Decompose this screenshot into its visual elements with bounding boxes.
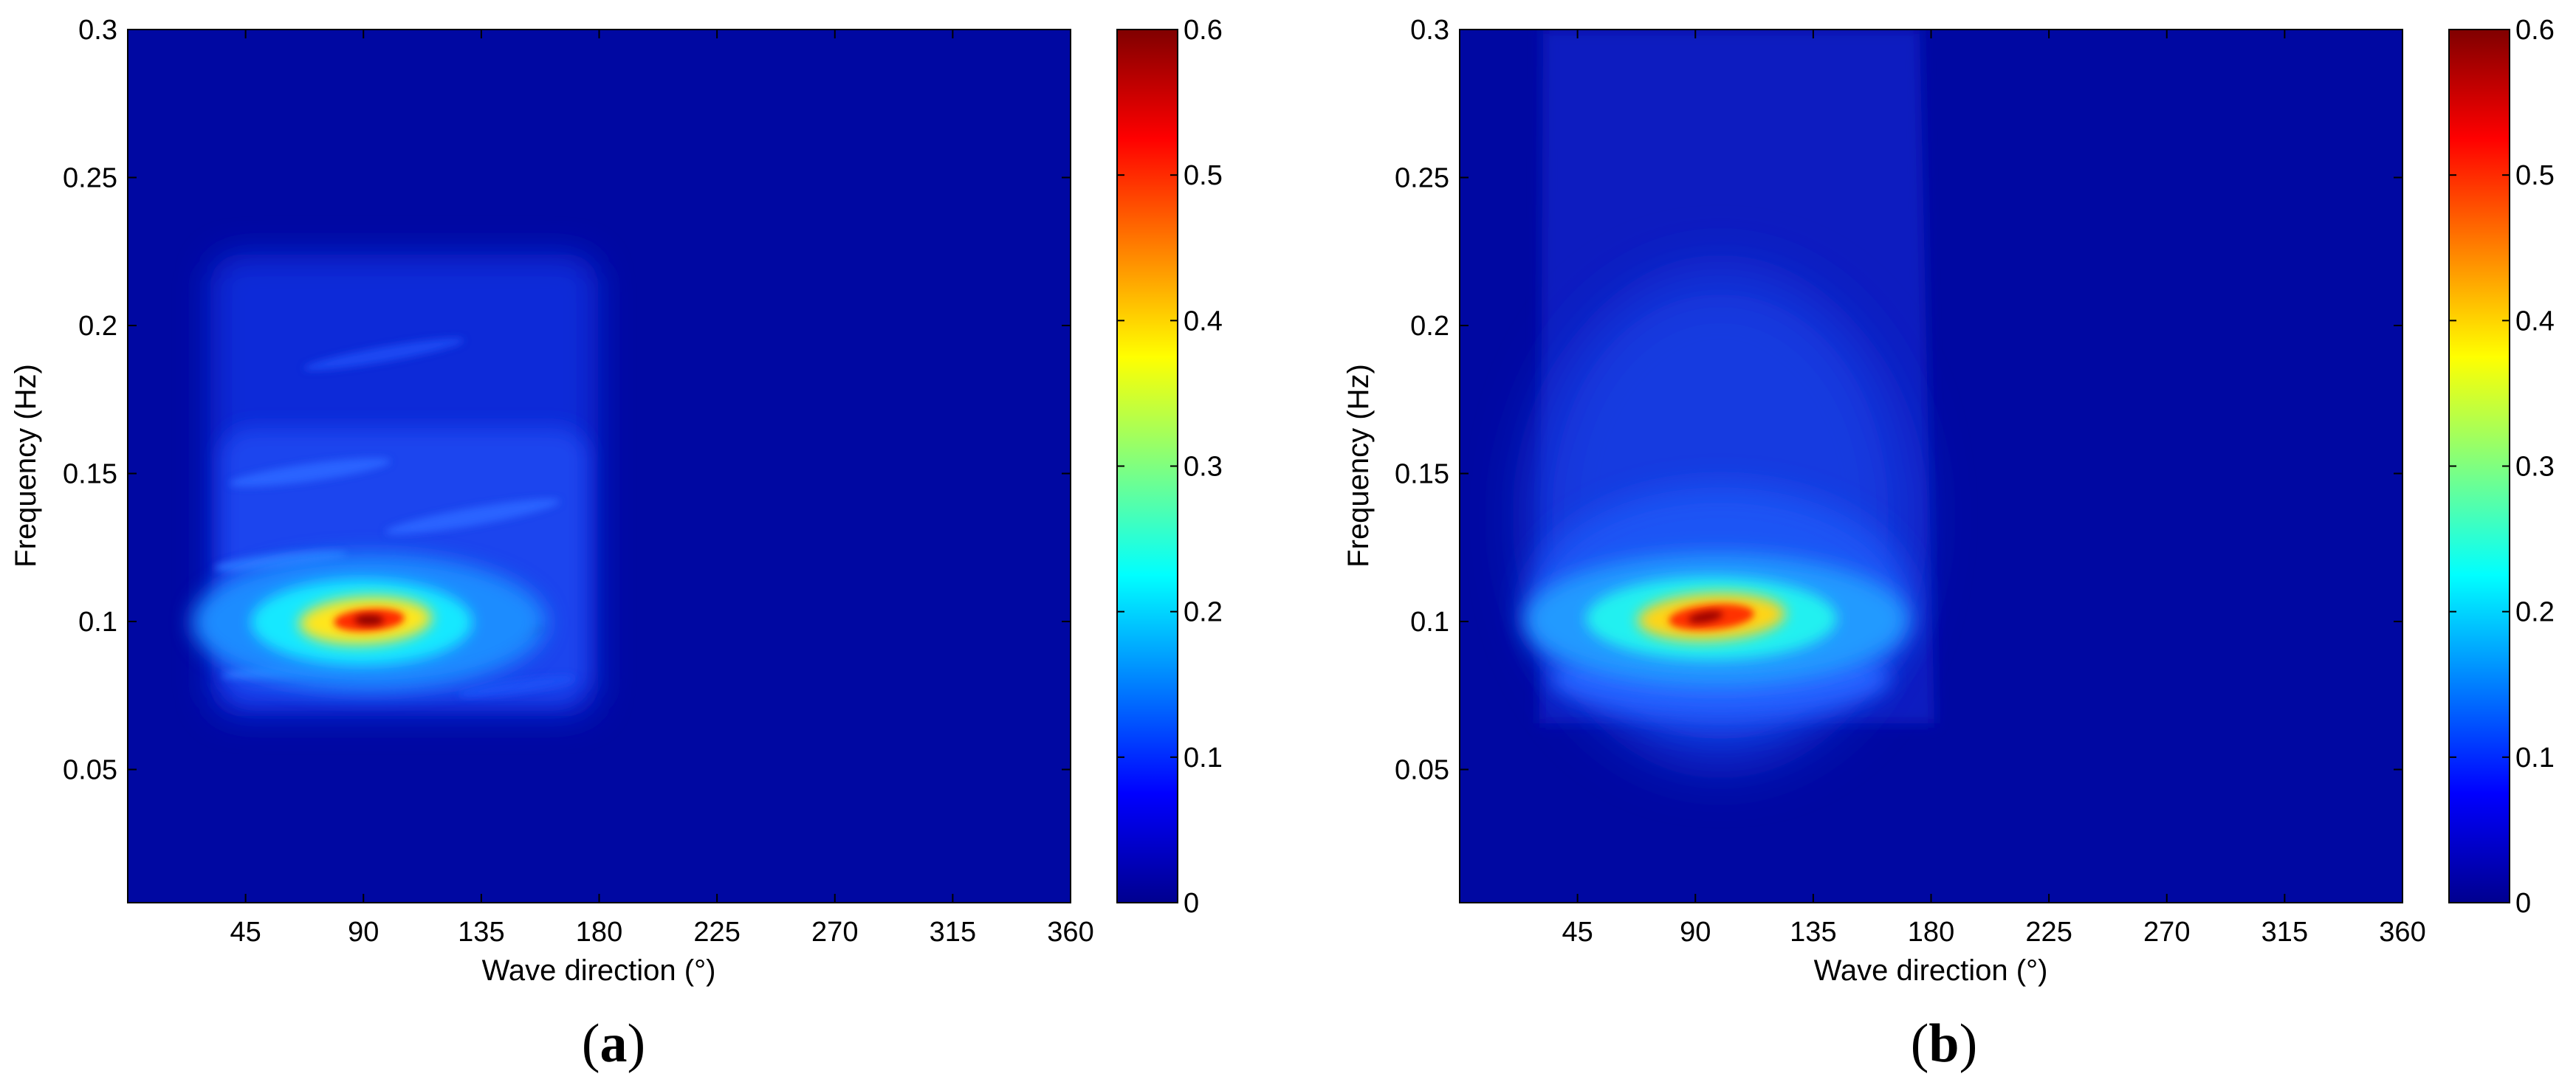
colorbar-tick-label: 0.4 bbox=[2515, 306, 2555, 337]
colorbar-tick-label: 0.4 bbox=[1184, 306, 1223, 337]
colorbar-tick-label: 0.2 bbox=[1184, 597, 1223, 628]
colorbar-ticks-a: 0 0.1 0.2 0.3 0.4 0.5 0.6 bbox=[1117, 15, 1223, 919]
x-tick-label: 180 bbox=[576, 917, 622, 948]
x-tick-label: 360 bbox=[1047, 917, 1093, 948]
y-tick-label: 0.1 bbox=[1410, 607, 1449, 638]
colorbar-tick-label: 0.2 bbox=[2515, 597, 2555, 628]
x-axis-label-b: Wave direction (°) bbox=[1814, 954, 2048, 987]
x-tick-label: 135 bbox=[458, 917, 504, 948]
x-tick-label: 225 bbox=[693, 917, 740, 948]
x-ticks-b: 45 90 135 180 225 270 315 360 bbox=[1562, 30, 2426, 948]
y-tick-label: 0.25 bbox=[63, 163, 117, 194]
colorbar-tick-label: 0.6 bbox=[2515, 15, 2555, 46]
colorbar-ticks-b: 0 0.1 0.2 0.3 0.4 0.5 0.6 bbox=[2449, 15, 2555, 919]
x-tick-label: 90 bbox=[1680, 917, 1711, 948]
x-tick-label: 270 bbox=[811, 917, 858, 948]
y-tick-label: 0.15 bbox=[1395, 459, 1449, 490]
heatmap-a-peak bbox=[354, 615, 384, 625]
x-tick-label: 315 bbox=[930, 917, 976, 948]
colorbar-tick-label: 0.3 bbox=[2515, 452, 2555, 483]
colorbar-tick-label: 0.1 bbox=[2515, 743, 2555, 774]
x-tick-label: 270 bbox=[2143, 917, 2190, 948]
heatmap-b-peak bbox=[1688, 610, 1723, 624]
y-ticks-a: 0.05 0.1 0.15 0.2 0.25 0.3 bbox=[63, 15, 1071, 786]
y-tick-label: 0.15 bbox=[63, 459, 117, 490]
x-tick-label: 225 bbox=[2025, 917, 2072, 948]
x-tick-label: 360 bbox=[2379, 917, 2425, 948]
colorbar-tick-label: 0.5 bbox=[1184, 160, 1223, 191]
x-tick-label: 45 bbox=[230, 917, 261, 948]
colorbar-tick-label: 0.3 bbox=[1184, 452, 1223, 483]
x-tick-label: 135 bbox=[1790, 917, 1836, 948]
panel-label-a: (a) bbox=[582, 1013, 645, 1074]
x-tick-label: 315 bbox=[2261, 917, 2308, 948]
y-tick-label: 0.3 bbox=[1410, 15, 1449, 46]
x-tick-label: 90 bbox=[348, 917, 379, 948]
colorbar-tick-label: 0.6 bbox=[1184, 15, 1223, 46]
panel-letter-b: b bbox=[1928, 1013, 1959, 1074]
panel-a: 45 90 135 180 225 270 315 360 0.05 0.1 0.15 0.2 0.2… bbox=[10, 15, 1223, 1074]
y-tick-label: 0.25 bbox=[1395, 163, 1449, 194]
y-tick-label: 0.3 bbox=[78, 15, 117, 46]
panel-label-b: (b) bbox=[1911, 1013, 1977, 1074]
colorbar-tick-label: 0.5 bbox=[2515, 160, 2555, 191]
x-tick-label: 45 bbox=[1562, 917, 1593, 948]
y-axis-label-a: Frequency (Hz) bbox=[10, 364, 42, 568]
x-ticks-a: 45 90 135 180 225 270 315 360 bbox=[230, 30, 1094, 948]
y-tick-label: 0.05 bbox=[63, 755, 117, 786]
panel-letter-a: a bbox=[600, 1013, 628, 1074]
x-axis-label-a: Wave direction (°) bbox=[482, 954, 716, 987]
x-tick-label: 180 bbox=[1908, 917, 1954, 948]
panel-b: 45 90 135 180 225 270 315 360 0.05 0.1 0.15 0.2 0.2… bbox=[1342, 15, 2555, 1074]
y-tick-label: 0.1 bbox=[78, 607, 117, 638]
y-tick-label: 0.2 bbox=[78, 311, 117, 342]
y-axis-label-b: Frequency (Hz) bbox=[1342, 364, 1375, 568]
y-tick-label: 0.05 bbox=[1395, 755, 1449, 786]
colorbar-tick-label: 0.1 bbox=[1184, 743, 1223, 774]
colorbar-b bbox=[2448, 29, 2510, 903]
colorbar-tick-label: 0 bbox=[2515, 888, 2531, 919]
heatmap-b bbox=[1460, 30, 2402, 903]
heatmap-a bbox=[128, 30, 1071, 903]
colorbar-tick-label: 0 bbox=[1184, 888, 1199, 919]
y-ticks-b: 0.05 0.1 0.15 0.2 0.25 0.3 bbox=[1395, 15, 2402, 786]
colorbar-a bbox=[1116, 29, 1178, 903]
y-tick-label: 0.2 bbox=[1410, 311, 1449, 342]
